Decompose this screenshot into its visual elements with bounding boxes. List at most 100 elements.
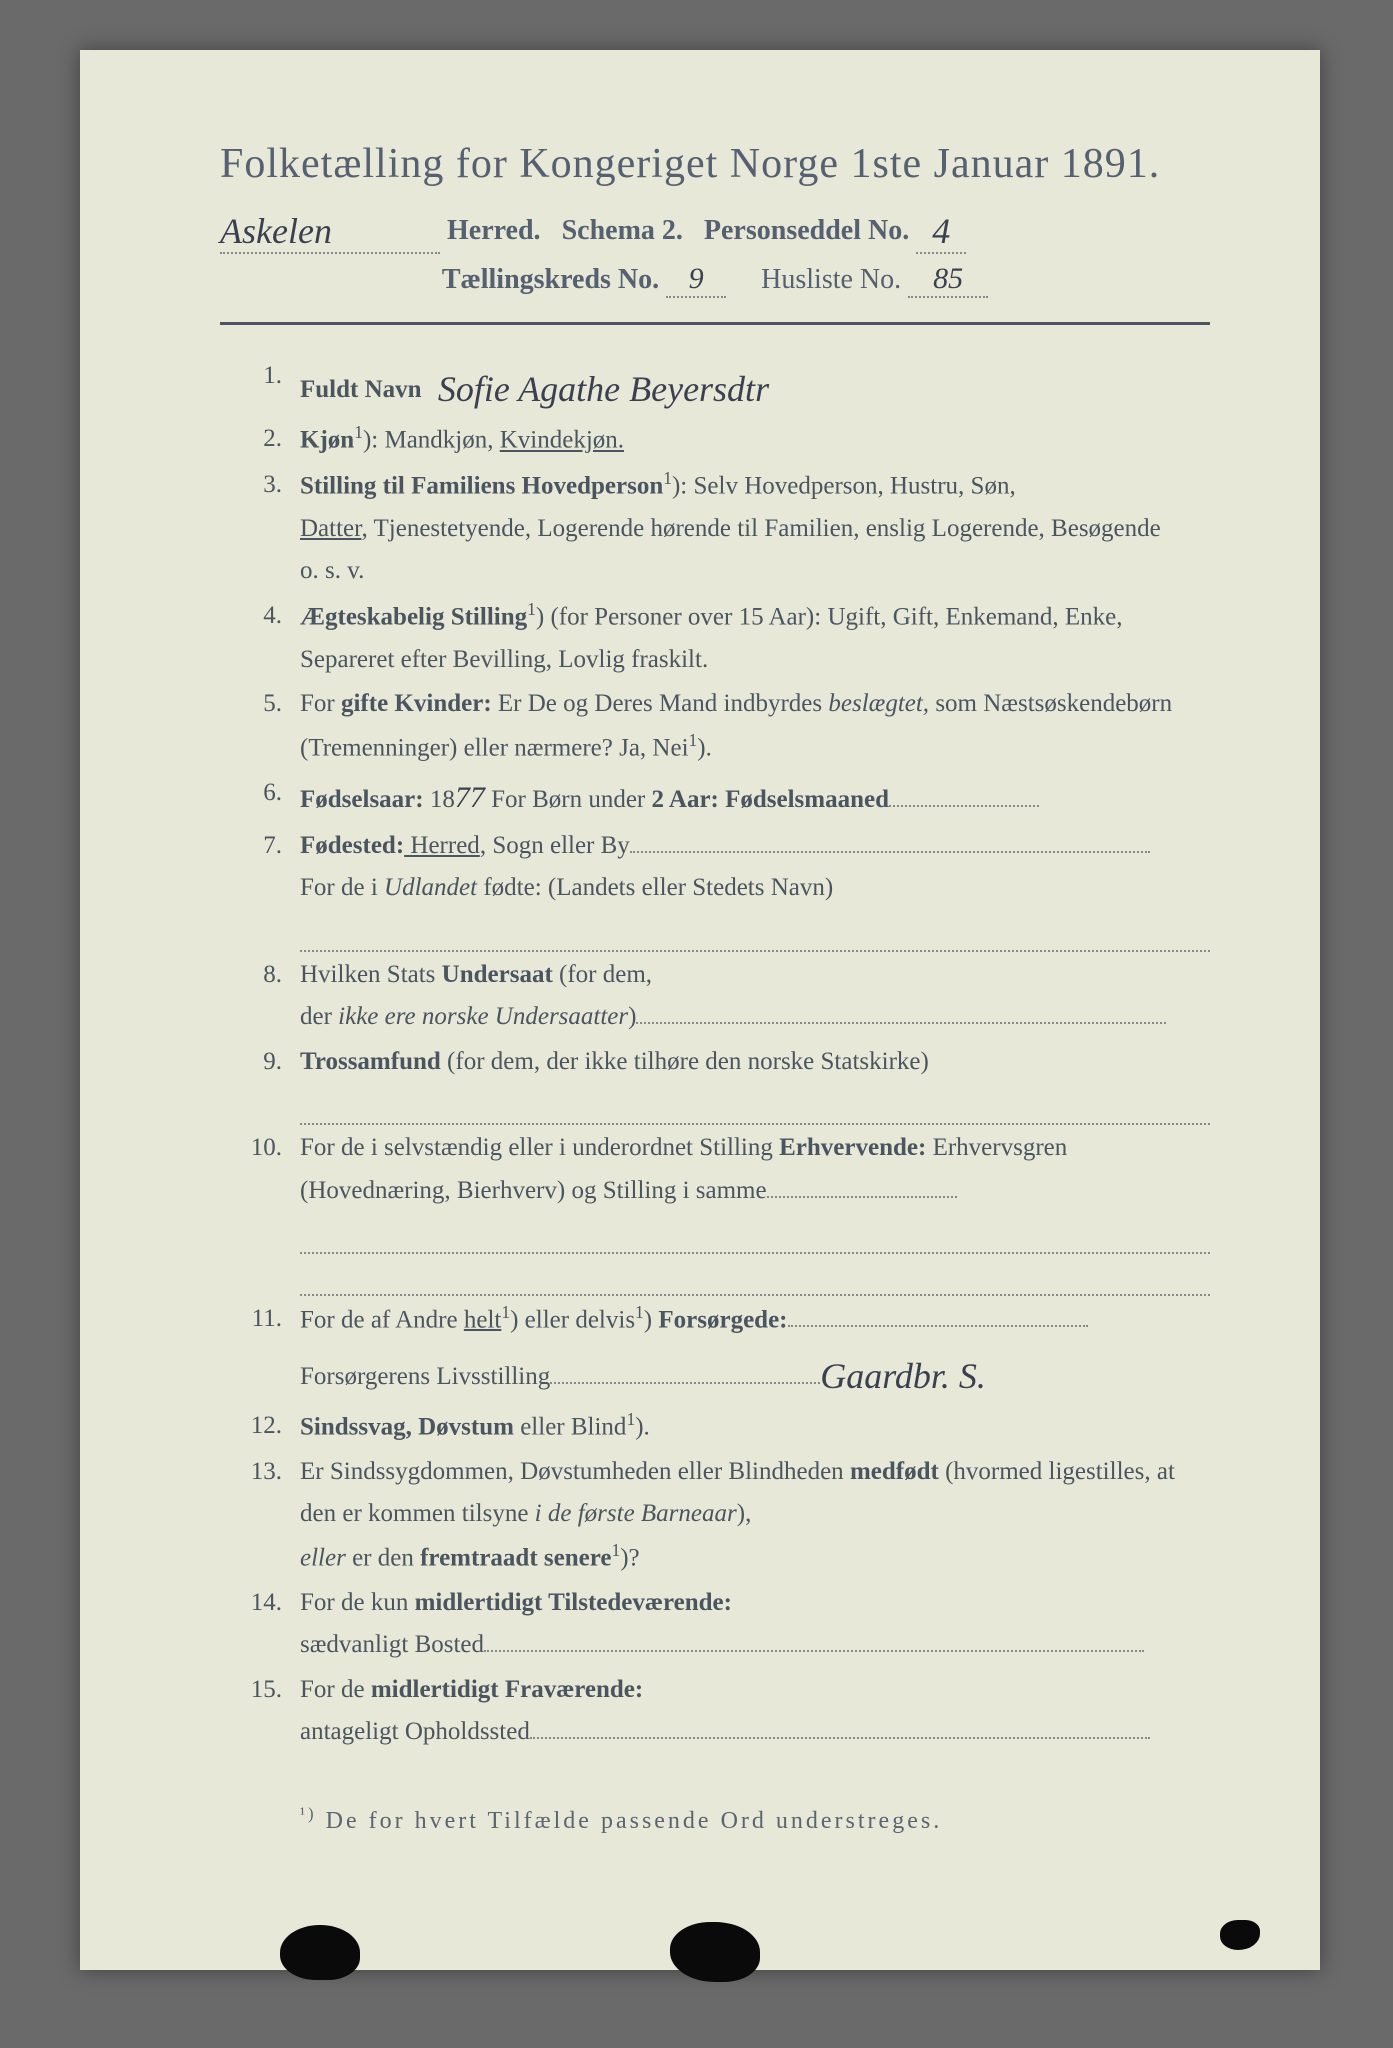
- q10-blank-a: [767, 1196, 957, 1198]
- q8-f: ): [628, 1003, 636, 1030]
- field-8: 8. Hvilken Stats Undersaat (for dem, der…: [220, 954, 1210, 1039]
- num-1: 1.: [220, 355, 300, 416]
- q13-i: )?: [620, 1544, 639, 1571]
- field-14: 14. For de kun midlertidigt Tilstedevære…: [220, 1582, 1210, 1667]
- num-6: 6.: [220, 772, 300, 823]
- q7-underlined: Herred: [404, 832, 480, 859]
- q13-e: ),: [737, 1500, 752, 1527]
- q1-value: Sofie Agathe Beyersdtr: [428, 369, 769, 409]
- q13-d: i de første Barneaar: [535, 1500, 737, 1527]
- q6-label: Fødselsaar:: [300, 786, 424, 813]
- field-5: 5. For gifte Kvinder: Er De og Deres Man…: [220, 683, 1210, 769]
- field-13: 13. Er Sindssygdommen, Døvstumheden elle…: [220, 1451, 1210, 1580]
- herred-label: Herred.: [447, 215, 541, 246]
- q11-blank-2: [550, 1382, 820, 1384]
- q13-g: er den: [346, 1544, 420, 1571]
- q3-text-c: o. s. v.: [300, 557, 364, 584]
- field-3: 3. Stilling til Familiens Hovedperson1):…: [220, 464, 1210, 593]
- sup-12: 1: [626, 1409, 635, 1429]
- q8-d: der: [300, 1003, 338, 1030]
- q12-text: eller Blind: [514, 1413, 626, 1440]
- q5-b: gifte Kvinder:: [341, 690, 492, 717]
- q2-text: ): Mandkjøn,: [363, 427, 500, 454]
- q13-h: fremtraadt senere: [420, 1544, 611, 1571]
- q3-label: Stilling til Familiens Hovedperson: [300, 472, 663, 499]
- sup-11a: 1: [501, 1302, 510, 1322]
- page-title: Folketælling for Kongeriget Norge 1ste J…: [220, 140, 1210, 188]
- kreds-no: 9: [666, 262, 726, 298]
- field-4: 4. Ægteskabelig Stilling1) (for Personer…: [220, 595, 1210, 681]
- q15-b: midlertidigt Fraværende:: [371, 1676, 643, 1703]
- husliste-label: Husliste No.: [761, 264, 901, 295]
- sup-5: 1: [689, 730, 698, 750]
- num-9: 9.: [220, 1041, 300, 1126]
- q11-sub: Forsørgerens Livsstilling: [300, 1363, 550, 1390]
- husliste-no: 85: [908, 262, 988, 298]
- header-divider: [220, 322, 1210, 325]
- field-10: 10. For de i selvstændig eller i underor…: [220, 1127, 1210, 1296]
- num-4: 4.: [220, 595, 300, 681]
- num-10: 10.: [220, 1127, 300, 1296]
- kreds-label: Tællingskreds No.: [442, 264, 659, 295]
- q15-sub: antageligt Opholdssted: [300, 1718, 530, 1745]
- q14-blank: [484, 1650, 1144, 1652]
- personseddel-label: Personseddel No.: [704, 215, 909, 246]
- q14-a: For de kun: [300, 1589, 415, 1616]
- q9-text: (for dem, der ikke tilhøre den norske St…: [441, 1048, 929, 1075]
- ink-blot-icon: [280, 1925, 360, 1980]
- footnote: ¹) De for hvert Tilfælde passende Ord un…: [300, 1804, 1210, 1835]
- q7-blank: [630, 851, 1150, 853]
- num-2: 2.: [220, 418, 300, 462]
- q12-label: Sindssvag, Døvstum: [300, 1413, 514, 1440]
- num-12: 12.: [220, 1405, 300, 1449]
- field-6: 6. Fødselsaar: 1877 For Børn under 2 Aar…: [220, 772, 1210, 823]
- q2-label: Kjøn: [300, 427, 354, 454]
- q15-blank: [530, 1737, 1150, 1739]
- q8-c: (for dem,: [553, 961, 652, 988]
- num-11: 11.: [220, 1298, 300, 1403]
- field-9: 9. Trossamfund (for dem, der ikke tilhør…: [220, 1041, 1210, 1126]
- header-line-2: Tællingskreds No. 9 Husliste No. 85: [220, 262, 1210, 298]
- sup-3: 1: [663, 468, 672, 488]
- q10-b: Erhvervende:: [779, 1134, 926, 1161]
- sup-2: 1: [354, 422, 363, 442]
- q5-a: For: [300, 690, 341, 717]
- sup-4: 1: [527, 599, 536, 619]
- ink-blot-icon: [1220, 1920, 1260, 1950]
- num-7: 7.: [220, 825, 300, 952]
- sup-11b: 1: [635, 1302, 644, 1322]
- header-line-1: Askelen Herred. Schema 2. Personseddel N…: [220, 206, 1210, 250]
- q8-a: Hvilken Stats: [300, 961, 442, 988]
- q14-sub: sædvanligt Bosted: [300, 1631, 484, 1658]
- q5-c: Er De og Deres Mand indbyrdes: [492, 690, 829, 717]
- q8-blank: [636, 1022, 1166, 1024]
- footnote-text: De for hvert Tilfælde passende Ord under…: [326, 1808, 943, 1834]
- q7-text: , Sogn eller By: [480, 832, 630, 859]
- q1-label: Fuldt Navn: [300, 376, 422, 403]
- num-3: 3.: [220, 464, 300, 593]
- q9-blank-line: [300, 1083, 1210, 1125]
- q6-prefix: 18: [424, 786, 455, 813]
- q11-c: ) eller delvis: [510, 1306, 635, 1333]
- personseddel-no: 4: [916, 210, 966, 254]
- q11-blank: [788, 1325, 1088, 1327]
- q7-label: Fødested:: [300, 832, 404, 859]
- q8-b: Undersaat: [442, 961, 553, 988]
- q10-blank-line-1: [300, 1212, 1210, 1254]
- q6-blank: [889, 805, 1039, 807]
- q3-text-a: ): Selv Hovedperson, Hustru, Søn,: [672, 472, 1016, 499]
- q3-underlined: Datter: [300, 515, 361, 542]
- q7-sub-a: For de i: [300, 874, 384, 901]
- field-12: 12. Sindssvag, Døvstum eller Blind1).: [220, 1405, 1210, 1449]
- num-5: 5.: [220, 683, 300, 769]
- q11-value: Gaardbr. S.: [820, 1356, 986, 1396]
- sup-13: 1: [611, 1540, 620, 1560]
- q6-bold: 2 Aar: Fødselsmaaned: [652, 786, 890, 813]
- census-form-page: Folketælling for Kongeriget Norge 1ste J…: [80, 50, 1320, 1970]
- q8-e: ikke ere norske Undersaatter: [338, 1003, 628, 1030]
- q6-text: For Børn under: [485, 786, 652, 813]
- num-8: 8.: [220, 954, 300, 1039]
- q11-a: For de af Andre: [300, 1306, 464, 1333]
- q10-blank-line-2: [300, 1254, 1210, 1296]
- field-1: 1. Fuldt Navn Sofie Agathe Beyersdtr: [220, 355, 1210, 416]
